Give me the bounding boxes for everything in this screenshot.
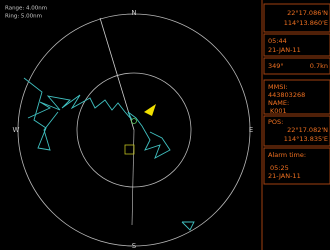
compass-w: W xyxy=(13,126,20,134)
target-name: K001 xyxy=(270,107,287,115)
target-lat: 22°17.082'N xyxy=(287,126,328,134)
ring-label: Ring: 5.00nm xyxy=(5,14,42,20)
own-time: 05:44 xyxy=(268,37,287,45)
page: N E S W Range: 4.00nm Ring: 5.00nm 22°17… xyxy=(0,0,330,250)
alarm-label: Alarm time: xyxy=(268,151,306,159)
mmsi-label: MMSI: xyxy=(268,83,287,91)
target-lon: 114°13.835'E xyxy=(284,135,328,143)
compass-s: S xyxy=(132,242,137,250)
name-label: NAME: xyxy=(268,99,289,107)
alarm-time: 05:25 xyxy=(270,164,289,172)
own-course: 349° xyxy=(268,62,284,70)
pos-label: POS: xyxy=(268,118,283,126)
range-label: Range: 4.00nm xyxy=(5,6,47,12)
own-lon: 114°13.860'E xyxy=(284,19,328,27)
own-speed: 0.7kn xyxy=(310,62,328,70)
mmsi: 443803268 xyxy=(268,91,305,99)
compass-e: E xyxy=(249,126,253,134)
own-date: 21-JAN-11 xyxy=(268,46,301,54)
screen: N E S W Range: 4.00nm Ring: 5.00nm 22°17… xyxy=(0,0,330,250)
alarm-date: 21-JAN-11 xyxy=(268,172,301,180)
compass-n: N xyxy=(131,9,136,17)
own-lat: 22°17.086'N xyxy=(287,9,328,17)
